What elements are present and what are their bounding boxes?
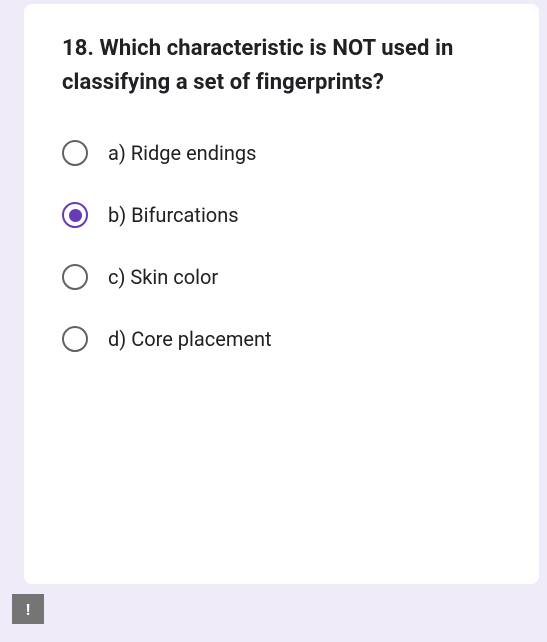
feedback-button[interactable]: !	[12, 594, 44, 624]
option-label-b: b) Bifurcations	[108, 203, 239, 227]
radio-b[interactable]	[62, 202, 88, 228]
radio-inner-b	[69, 209, 82, 222]
option-c[interactable]: c) Skin color	[62, 264, 511, 290]
option-label-a: a) Ridge endings	[108, 141, 256, 165]
question-card: 18. Which characteristic is NOT used in …	[24, 4, 539, 584]
radio-a[interactable]	[62, 140, 88, 166]
option-label-d: d) Core placement	[108, 327, 272, 351]
option-label-c: c) Skin color	[108, 265, 218, 289]
option-a[interactable]: a) Ridge endings	[62, 140, 511, 166]
question-title: 18. Which characteristic is NOT used in …	[62, 32, 511, 100]
radio-c[interactable]	[62, 264, 88, 290]
radio-d[interactable]	[62, 326, 88, 352]
option-b[interactable]: b) Bifurcations	[62, 202, 511, 228]
alert-icon: !	[26, 600, 30, 619]
options-list: a) Ridge endings b) Bifurcations c) Skin…	[62, 140, 511, 352]
option-d[interactable]: d) Core placement	[62, 326, 511, 352]
